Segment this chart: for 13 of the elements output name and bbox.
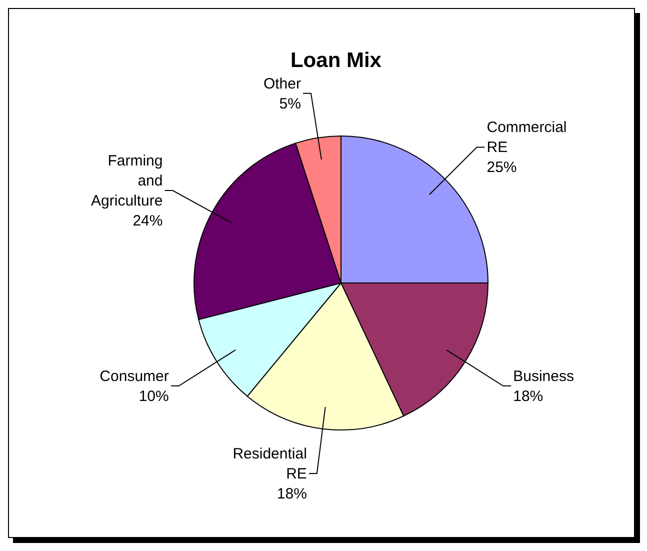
- slice-label: Business: [513, 368, 574, 385]
- slice-label: Residential RE: [232, 445, 307, 482]
- data-label: 10%: [138, 388, 169, 405]
- data-label: 25%: [486, 159, 517, 176]
- data-label: 18%: [276, 485, 307, 502]
- slice-label: Other: [263, 75, 301, 92]
- slice-label: Farming and Agriculture: [91, 152, 163, 210]
- data-label: 24%: [132, 212, 163, 230]
- slice-label: Consumer: [100, 368, 169, 385]
- slice-label: Commercial RE: [486, 119, 567, 156]
- chart-title: Loan Mix: [290, 49, 382, 72]
- data-label: 5%: [279, 95, 301, 112]
- data-label: 18%: [513, 388, 544, 405]
